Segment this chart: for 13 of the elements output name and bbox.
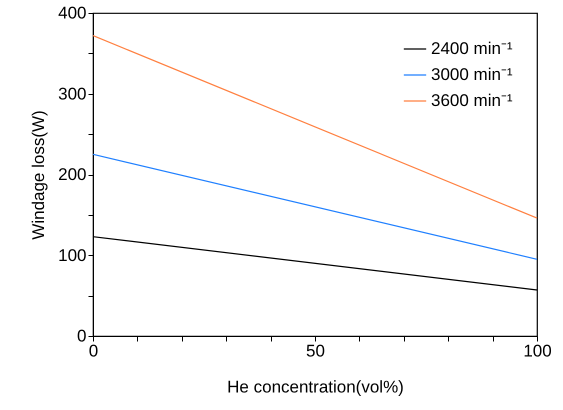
legend-label: 3600 min⁻¹ (431, 91, 513, 110)
y-tick-label: 100 (58, 246, 86, 265)
y-tick-label: 200 (58, 165, 86, 184)
legend-label: 2400 min⁻¹ (431, 39, 513, 58)
x-tick-label: 100 (523, 342, 552, 360)
y-tick-label: 300 (58, 84, 86, 104)
y-axis-title: Windage loss(W) (29, 110, 48, 240)
legend-label: 3000 min⁻¹ (431, 65, 513, 84)
x-tick-label: 0 (88, 342, 98, 360)
x-tick-label: 50 (306, 342, 325, 360)
x-axis-title: He concentration(vol%) (227, 378, 404, 396)
y-tick-label: 0 (77, 326, 86, 346)
y-tick-label: 400 (58, 4, 86, 22)
